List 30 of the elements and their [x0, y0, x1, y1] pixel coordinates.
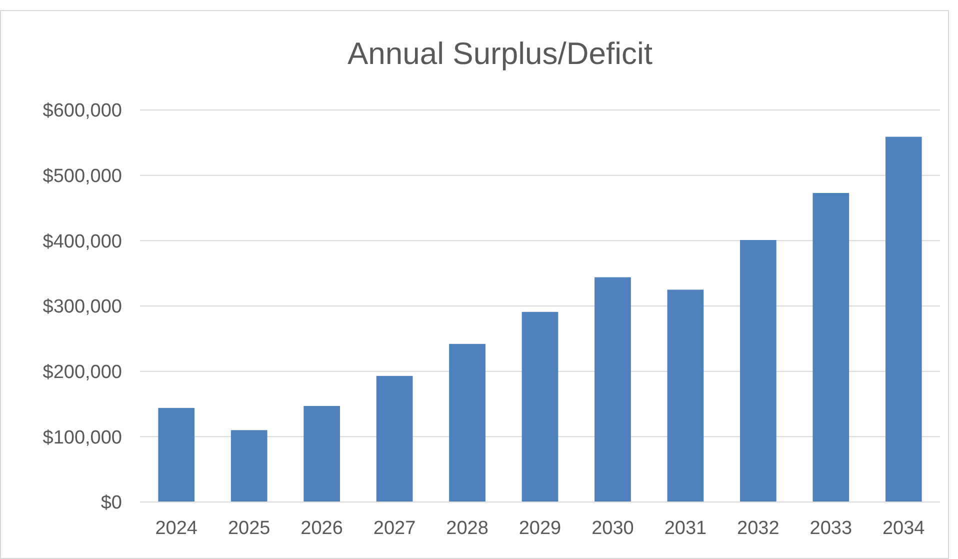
x-tick-label: 2028 [446, 518, 488, 539]
x-tick-label: 2025 [228, 518, 270, 539]
bar [812, 192, 850, 502]
x-tick-label: 2031 [664, 518, 707, 539]
bar [594, 277, 631, 502]
x-tick-label: 2032 [737, 518, 780, 539]
y-tick-label: $200,000 [42, 362, 122, 383]
y-tick-label: $0 [100, 492, 122, 514]
bar [158, 408, 195, 502]
y-tick-label: $600,000 [42, 100, 122, 122]
bar [304, 406, 340, 502]
x-tick-label: 2033 [810, 518, 852, 539]
x-tick-label: 2027 [373, 518, 416, 539]
bar [667, 290, 704, 502]
x-tick-label: 2029 [518, 518, 562, 539]
bar [522, 312, 558, 502]
bar [449, 344, 486, 502]
y-tick-label: $400,000 [42, 231, 122, 252]
y-tick-label: $100,000 [42, 427, 122, 448]
y-tick-label: $300,000 [42, 296, 122, 318]
y-tick-label: $500,000 [42, 166, 122, 187]
x-tick-label: 2034 [882, 518, 926, 539]
bar [885, 136, 922, 502]
x-tick-label: 2024 [155, 518, 198, 539]
bar [376, 376, 413, 502]
bar [230, 430, 268, 502]
x-tick-label: 2026 [300, 518, 343, 539]
x-tick-label: 2030 [592, 518, 634, 539]
bar [740, 240, 776, 502]
chart-title: Annual Surplus/Deficit [348, 36, 653, 71]
